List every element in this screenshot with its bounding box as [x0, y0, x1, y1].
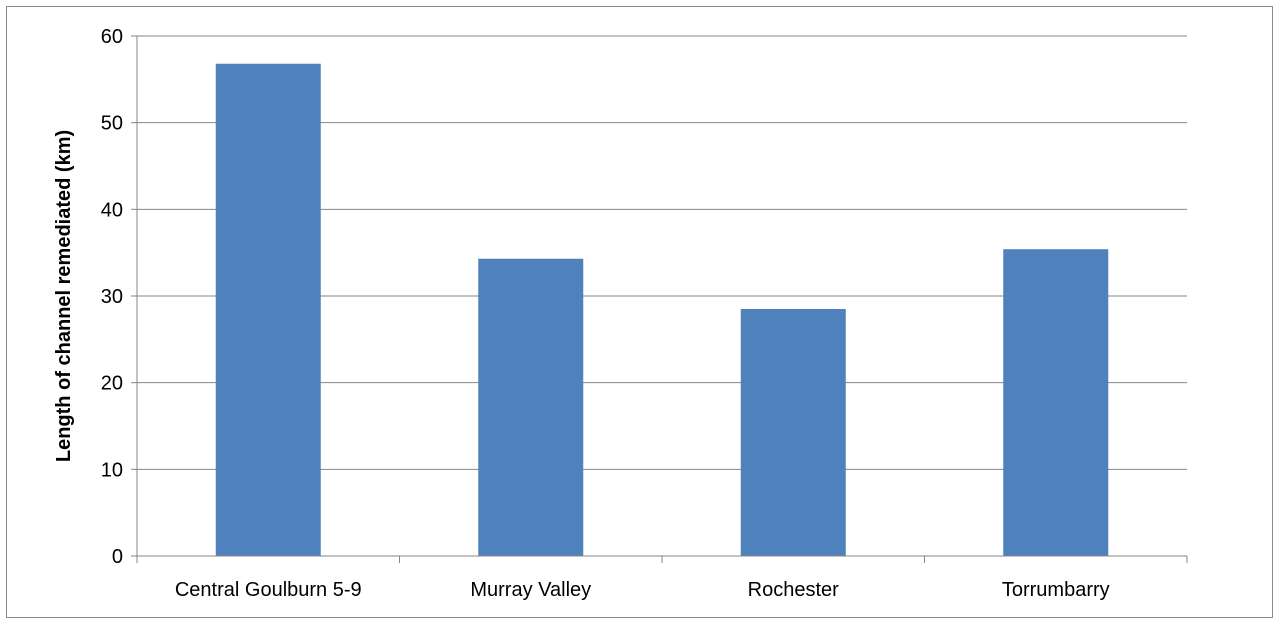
x-tick-labels: Central Goulburn 5-9 Murray Valley Rochest…: [175, 579, 1110, 601]
y-tick-labels: 0 10 20 30 40 50 60: [101, 26, 123, 568]
y-tick-label: 30: [101, 286, 123, 308]
x-tick-label: Torrumbarry: [1002, 579, 1110, 601]
y-tick-label: 20: [101, 373, 123, 395]
bars: [215, 63, 1109, 556]
bar-torrumbarry: [1003, 249, 1109, 556]
y-tick-label: 10: [101, 459, 123, 481]
x-tick-label: Murray Valley: [470, 579, 591, 601]
bar-central-goulburn-5-9: [215, 63, 321, 556]
axes: [131, 35, 1188, 563]
x-tick-label: Central Goulburn 5-9: [175, 579, 362, 601]
bar-rochester: [740, 309, 846, 556]
y-axis-title: Length of channel remediated (km): [53, 130, 75, 462]
bar-murray-valley: [478, 258, 584, 556]
y-tick-label: 50: [101, 113, 123, 135]
x-tick-label: Rochester: [748, 579, 839, 601]
y-tick-label: 0: [112, 546, 123, 568]
y-tick-label: 40: [101, 199, 123, 221]
y-tick-label: 60: [101, 26, 123, 48]
